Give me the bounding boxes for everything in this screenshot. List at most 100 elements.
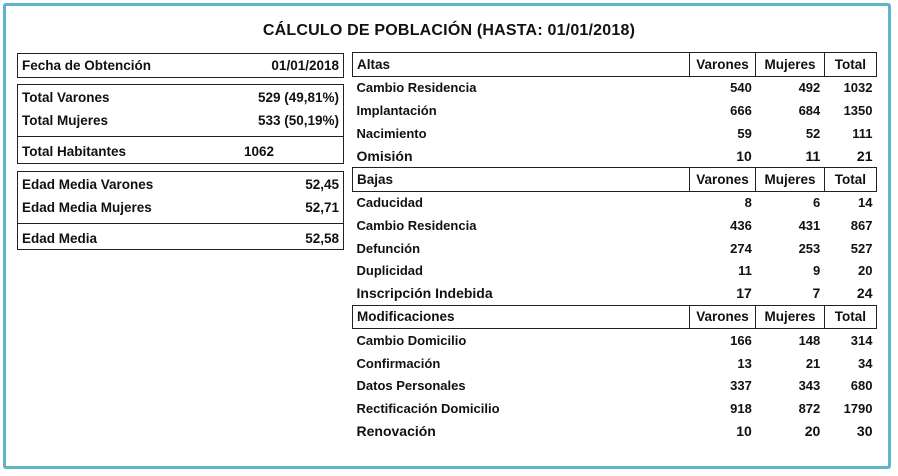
- row-label: Datos Personales: [356, 378, 466, 394]
- edad-media-value: 52,58: [305, 231, 339, 246]
- table-row: Datos Personales 337 343 680: [353, 374, 877, 397]
- table-row: Cambio Residencia 540 492 1032: [353, 76, 877, 99]
- row-mujeres: 148: [798, 332, 821, 348]
- row-mujeres: 20: [804, 422, 821, 439]
- row-varones: 337: [730, 378, 752, 394]
- row-total: 111: [852, 125, 873, 141]
- row-total: 14: [858, 195, 873, 211]
- row-mujeres: 431: [798, 217, 821, 233]
- edad-media-box: Edad Media Varones 52,45 Edad Media Muje…: [17, 171, 344, 250]
- row-varones: 17: [736, 285, 752, 302]
- row-varones: 666: [730, 102, 752, 118]
- page-title: CÁLCULO DE POBLACIÓN (HASTA: 01/01/2018): [262, 22, 636, 39]
- table-row: Renovación 10 20 30: [353, 420, 877, 443]
- total-varones-value: 529 (49,81%): [257, 90, 339, 105]
- row-varones: 59: [737, 125, 752, 141]
- total-mujeres-label: Total Mujeres: [22, 113, 109, 128]
- table-row: Omisión 10 11 21: [353, 144, 877, 167]
- table-row: Defunción 274 253 527: [353, 237, 877, 260]
- row-mujeres: 6: [813, 195, 821, 211]
- row-mujeres: 9: [813, 263, 821, 279]
- table-row: Duplicidad 11 9 20: [353, 259, 877, 282]
- row-varones: 540: [730, 80, 752, 96]
- row-mujeres: 343: [798, 378, 821, 394]
- column-header-mujeres: Mujeres: [755, 52, 825, 77]
- total-varones-label: Total Varones: [22, 90, 110, 105]
- fecha-value: 01/01/2018: [271, 58, 339, 73]
- column-header-varones: Varones: [688, 166, 757, 192]
- row-mujeres: 684: [798, 102, 821, 118]
- row-mujeres: 872: [798, 400, 821, 416]
- row-mujeres: 7: [812, 285, 821, 302]
- section-name: Altas: [352, 52, 690, 77]
- movements-table: Altas Varones Mujeres Total Cambio Resid…: [352, 52, 878, 443]
- totals-divider: [18, 136, 343, 137]
- row-label: Duplicidad: [356, 263, 423, 279]
- table-row: Rectificación Domicilio 918 872 1790: [353, 397, 877, 420]
- row-label: Cambio Residencia: [356, 217, 477, 233]
- row-total: 20: [858, 263, 873, 279]
- row-label: Rectificación Domicilio: [356, 400, 500, 416]
- edad-media-varones-label: Edad Media Varones: [22, 177, 154, 192]
- table-row: Caducidad 8 6 14: [353, 191, 877, 214]
- row-mujeres: 11: [805, 147, 821, 164]
- row-mujeres: 21: [805, 355, 821, 371]
- edad-media-mujeres-label: Edad Media Mujeres: [22, 200, 152, 215]
- row-label: Implantación: [356, 102, 437, 118]
- row-varones: 274: [730, 240, 752, 256]
- row-label: Caducidad: [356, 195, 423, 211]
- edad-media-mujeres-value: 52,71: [305, 200, 339, 215]
- row-mujeres: 253: [798, 240, 821, 256]
- row-varones: 11: [738, 263, 752, 279]
- row-total: 34: [858, 355, 873, 371]
- row-total: 1032: [843, 80, 873, 96]
- section-header-modificaciones: Modificaciones Varones Mujeres Total: [352, 304, 878, 330]
- row-label: Confirmación: [356, 355, 441, 371]
- total-habitantes-value: 1062: [244, 144, 275, 159]
- row-label: Omisión: [356, 147, 413, 164]
- edad-media-label: Edad Media: [22, 231, 98, 246]
- section-name: Bajas: [352, 166, 690, 192]
- total-habitantes-label: Total Habitantes: [22, 144, 127, 159]
- table-row: Nacimiento 59 52 111: [353, 122, 877, 145]
- totals-box: Total Varones 529 (49,81%) Total Mujeres…: [17, 84, 344, 164]
- column-header-total: Total: [823, 304, 878, 330]
- row-total: 527: [850, 240, 873, 256]
- table-row: Cambio Domicilio 166 148 314: [353, 329, 877, 352]
- section-name: Modificaciones: [352, 304, 690, 330]
- row-label: Nacimiento: [356, 125, 427, 141]
- table-row: Cambio Residencia 436 431 867: [353, 214, 877, 237]
- row-label: Cambio Domicilio: [356, 332, 467, 348]
- row-mujeres: 52: [805, 125, 821, 141]
- fecha-box: Fecha de Obtención 01/01/2018: [17, 53, 344, 78]
- row-label: Cambio Residencia: [356, 80, 477, 96]
- row-mujeres: 492: [798, 80, 821, 96]
- fecha-label: Fecha de Obtención: [22, 58, 152, 73]
- row-label: Renovación: [356, 422, 436, 439]
- table-row: Confirmación 13 21 34: [353, 352, 877, 375]
- table-row: Implantación 666 684 1350: [353, 99, 877, 122]
- table-row: Inscripción Indebida 17 7 24: [353, 282, 877, 305]
- section-header-altas: Altas Varones Mujeres Total: [352, 52, 878, 77]
- row-varones: 166: [730, 332, 752, 348]
- column-header-varones: Varones: [688, 304, 757, 330]
- row-total: 21: [856, 147, 873, 164]
- row-total: 680: [850, 378, 873, 394]
- row-label: Inscripción Indebida: [356, 285, 493, 302]
- column-header-total: Total: [823, 166, 878, 192]
- row-label: Defunción: [356, 240, 421, 256]
- row-total: 1790: [843, 400, 873, 416]
- edad-media-varones-value: 52,45: [305, 177, 339, 192]
- column-header-mujeres: Mujeres: [755, 166, 825, 192]
- row-total: 867: [850, 217, 873, 233]
- row-varones: 10: [736, 422, 752, 439]
- edad-media-divider: [18, 223, 343, 224]
- column-header-varones: Varones: [688, 52, 757, 77]
- column-header-total: Total: [823, 52, 878, 77]
- section-header-bajas: Bajas Varones Mujeres Total: [352, 166, 878, 192]
- column-header-mujeres: Mujeres: [755, 304, 825, 330]
- row-total: 314: [850, 332, 873, 348]
- row-varones: 436: [730, 217, 752, 233]
- row-total: 1350: [843, 102, 873, 118]
- row-total: 24: [856, 285, 873, 302]
